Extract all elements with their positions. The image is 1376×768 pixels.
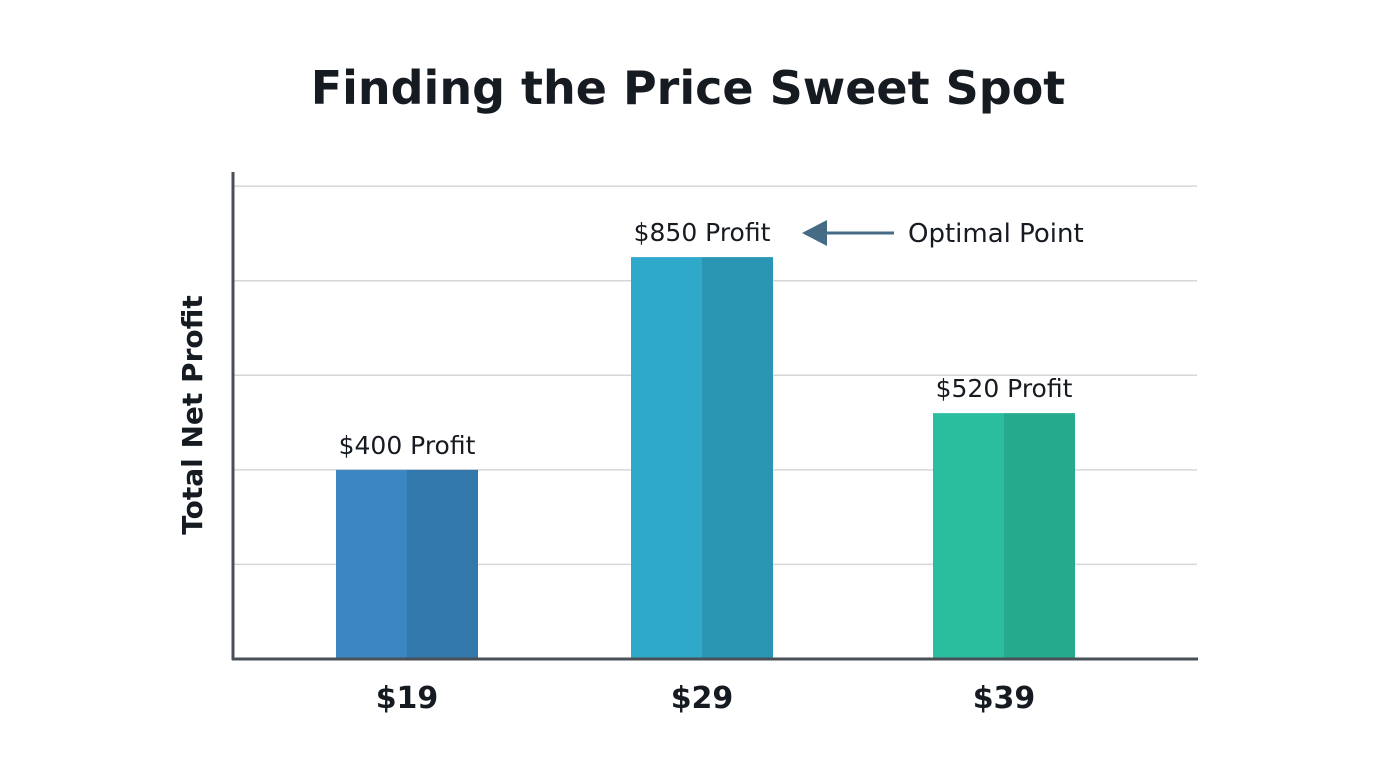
bar-right-face <box>407 469 478 659</box>
x-tick-label: $29 <box>671 681 734 716</box>
bar-29 <box>631 257 773 659</box>
annotation-label: Optimal Point <box>908 219 1084 249</box>
y-axis-label: Total Net Profit <box>176 295 209 535</box>
bar-39 <box>933 413 1075 659</box>
bar-19 <box>336 469 478 659</box>
bar-left-face <box>336 469 407 659</box>
x-tick-label: $19 <box>376 681 439 716</box>
data-label: $850 Profit <box>634 218 771 247</box>
bar-left-face <box>631 257 702 659</box>
data-label: $520 Profit <box>936 374 1073 403</box>
chart-title: Finding the Price Sweet Spot <box>311 61 1066 115</box>
bar-left-face <box>933 413 1004 659</box>
data-label: $400 Profit <box>339 431 476 460</box>
x-tick-label: $39 <box>973 681 1036 716</box>
bar-right-face <box>702 257 773 659</box>
bar-right-face <box>1004 413 1075 659</box>
arrow-left-icon <box>802 220 827 246</box>
